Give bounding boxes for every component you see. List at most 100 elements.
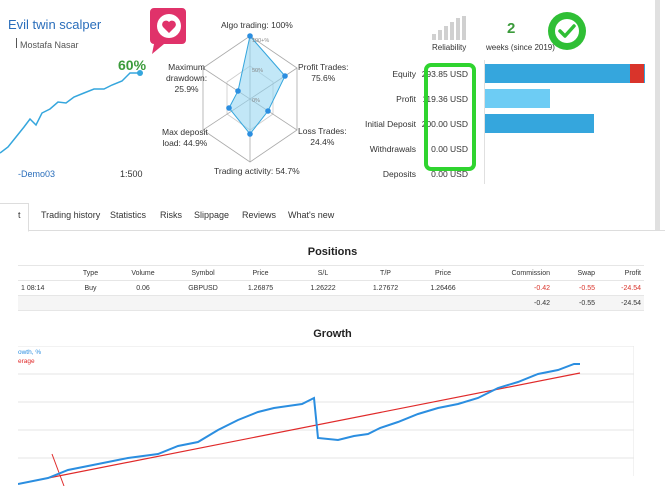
- stat-label: Withdrawals: [369, 144, 416, 154]
- scrollbar[interactable]: [655, 0, 660, 230]
- radar-scale-100: 100+%: [252, 38, 269, 44]
- col-profit: Profit: [598, 265, 644, 281]
- col-volume: Volume: [113, 265, 173, 281]
- reliability-bars-icon: [432, 16, 466, 40]
- cell-type: Buy: [68, 280, 113, 296]
- legend-average: erage: [18, 358, 35, 365]
- col-sl: S/L: [288, 265, 358, 281]
- author-name[interactable]: Mostafa Nasar: [20, 40, 79, 50]
- stats-axis: [484, 60, 485, 184]
- stat-bar: [485, 89, 550, 108]
- stats-highlight-box: [424, 63, 476, 171]
- col-type: Type: [68, 265, 113, 281]
- mini-growth-endpoint: [137, 70, 143, 76]
- stat-bar: [485, 114, 594, 133]
- radar-point-deposit-load: [226, 105, 232, 111]
- radar-scale-0: 0%: [252, 98, 260, 104]
- verified-check-badge: [548, 12, 586, 50]
- check-icon: [558, 24, 576, 38]
- weeks-count: 2: [507, 20, 516, 37]
- col-price: Price: [233, 265, 288, 281]
- cell-volume: 0.06: [113, 280, 173, 296]
- col-time: [18, 265, 68, 281]
- radar-area: [228, 34, 286, 135]
- cell-price2: 1.26466: [413, 280, 473, 296]
- radar-deposit-load-title: Max deposit: [162, 127, 208, 137]
- growth-line: [18, 363, 580, 485]
- growth-chart: owth, % erage: [18, 346, 634, 486]
- account-name[interactable]: -Demo03: [18, 169, 56, 179]
- radar-loss-trades-title: Loss Trades:: [298, 126, 347, 136]
- col-tp: T/P: [358, 265, 413, 281]
- mini-growth-chart: [0, 70, 143, 154]
- cell-symbol: GBPUSD: [173, 280, 233, 296]
- weeks-label: weeks (since 2019): [486, 43, 555, 52]
- favorite-badge[interactable]: [146, 6, 188, 56]
- radar-drawdown-title: Maximum: [168, 62, 205, 72]
- radar-chart: 100+% 50% 0%: [202, 33, 298, 163]
- tab-bar: [0, 203, 665, 231]
- growth-percent: 60%: [118, 57, 147, 73]
- stat-value: 293.85 USD: [421, 69, 468, 79]
- radar-profit-trades-title: Profit Trades:: [298, 62, 349, 72]
- positions-title: Positions: [307, 246, 358, 258]
- signal-title[interactable]: Evil twin scalper: [8, 17, 102, 32]
- cell-price: 1.26875: [233, 280, 288, 296]
- author-divider: [16, 38, 17, 48]
- cell-time: 1 08:14: [18, 280, 68, 296]
- tab-whats-new[interactable]: What's new: [288, 210, 335, 220]
- col-swap: Swap: [553, 265, 598, 281]
- radar-label-activity: Trading activity: 54.7%: [214, 166, 300, 176]
- radar-loss-trades-value: 24.4%: [310, 137, 335, 147]
- col-symbol: Symbol: [173, 265, 233, 281]
- total-commission: -0.42: [473, 295, 553, 311]
- tab-overview[interactable]: t: [18, 210, 21, 220]
- leverage: 1:500: [120, 169, 143, 179]
- cell-sl: 1.26222: [288, 280, 358, 296]
- stat-label: Deposits: [382, 169, 416, 179]
- stat-value: 0.00 USD: [431, 169, 468, 179]
- stat-bar: [485, 64, 645, 83]
- table-row[interactable]: 1 08:14 Buy 0.06 GBPUSD 1.26875 1.26222 …: [18, 280, 644, 296]
- tab-slippage[interactable]: Slippage: [194, 210, 230, 220]
- growth-left-drop: [51, 453, 65, 486]
- equity-bar-loss-segment: [630, 64, 644, 83]
- stat-label: Profit: [396, 94, 416, 104]
- radar-point-loss: [265, 108, 271, 114]
- radar-label-drawdown: Maximum drawdown: 25.9%: [166, 62, 207, 95]
- radar-point-profit: [282, 73, 288, 79]
- heart-icon: [162, 20, 176, 33]
- radar-drawdown-title2: drawdown:: [166, 73, 208, 83]
- reliability-label: Reliability: [432, 43, 467, 52]
- legend-growth: owth, %: [18, 349, 41, 356]
- mini-growth-line: [0, 72, 140, 154]
- positions-header-row: Type Volume Symbol Price S/L T/P Price C…: [18, 265, 644, 281]
- radar-label-deposit-load: Max deposit load: 44.9%: [162, 127, 208, 149]
- tab-trading-history[interactable]: Trading history: [41, 210, 101, 220]
- radar-point-activity: [247, 131, 253, 137]
- total-swap: -0.55: [553, 295, 598, 311]
- stat-value: 0.00 USD: [431, 144, 468, 154]
- stat-label: Equity: [392, 69, 416, 79]
- col-commission: Commission: [473, 265, 553, 281]
- radar-deposit-load-value: load: 44.9%: [162, 138, 208, 148]
- radar-label-profit-trades: Profit Trades: 75.6%: [298, 62, 349, 84]
- radar-label-algo: Algo trading: 100%: [221, 20, 293, 30]
- radar-point-drawdown: [235, 88, 241, 94]
- growth-trend-line: [18, 372, 581, 485]
- cell-commission: -0.42: [473, 280, 553, 296]
- total-profit: -24.54: [598, 295, 644, 311]
- tab-reviews[interactable]: Reviews: [242, 210, 277, 220]
- stat-label: Initial Deposit: [364, 119, 416, 129]
- growth-title: Growth: [313, 328, 352, 340]
- stat-value: 200.00 USD: [421, 119, 468, 129]
- radar-profit-trades-value: 75.6%: [311, 73, 336, 83]
- radar-point-algo: [247, 33, 253, 39]
- cell-profit: -24.54: [598, 280, 644, 296]
- stat-value: 119.36 USD: [422, 94, 468, 104]
- radar-scale-50: 50%: [252, 68, 263, 74]
- cell-swap: -0.55: [553, 280, 598, 296]
- radar-label-loss-trades: Loss Trades: 24.4%: [298, 126, 347, 148]
- tab-statistics[interactable]: Statistics: [110, 210, 147, 220]
- tab-risks[interactable]: Risks: [160, 210, 182, 220]
